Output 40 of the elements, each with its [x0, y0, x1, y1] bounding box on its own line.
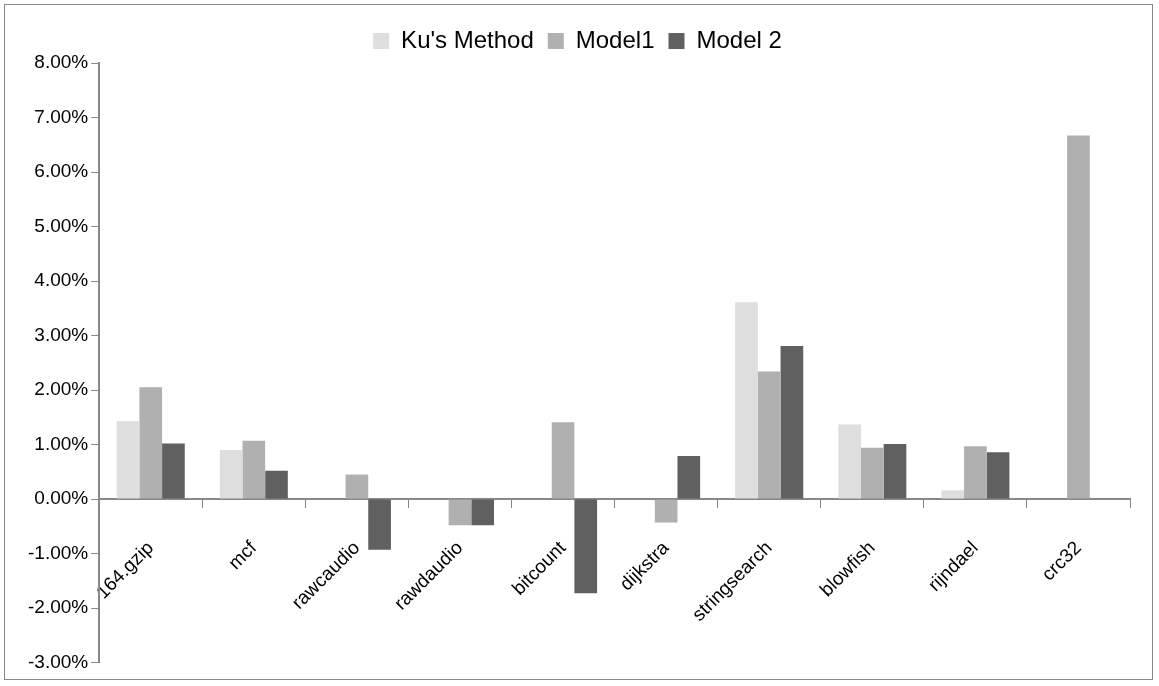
bar [986, 452, 1010, 499]
y-tick-label: 7.00% [34, 105, 89, 127]
bar [677, 456, 701, 499]
bar [757, 371, 781, 499]
y-tick-label: 3.00% [34, 323, 89, 345]
bar [1067, 135, 1090, 499]
bar [345, 474, 369, 499]
bar [735, 302, 758, 499]
bar [448, 499, 472, 526]
bar [860, 447, 884, 499]
legend-label: Model1 [575, 25, 655, 53]
bar [551, 422, 575, 499]
bar [242, 440, 266, 499]
legend-label: Ku's Method [401, 25, 534, 53]
y-tick-label: 5.00% [34, 214, 89, 236]
y-tick-label: -2.00% [28, 596, 89, 618]
x-tick-label: mcf [223, 536, 261, 574]
y-tick-label: 2.00% [34, 378, 89, 400]
bar [265, 470, 288, 499]
y-tick-label: 1.00% [34, 432, 89, 454]
bar [116, 421, 140, 499]
bar [368, 499, 391, 550]
bar [139, 387, 163, 499]
y-tick-label: 4.00% [34, 269, 89, 291]
y-tick-label: 6.00% [34, 160, 89, 182]
bar [883, 444, 907, 499]
bar [219, 450, 243, 499]
y-tick-label: 0.00% [34, 487, 89, 509]
bar [964, 446, 987, 499]
bar [780, 345, 804, 499]
bar [471, 499, 494, 526]
legend-label: Model 2 [696, 25, 782, 53]
bar [838, 424, 861, 499]
y-tick-label: -1.00% [28, 541, 89, 563]
bar [654, 499, 678, 523]
bar [574, 499, 598, 594]
bar [941, 490, 965, 499]
y-tick-label: -3.00% [28, 650, 89, 672]
y-tick-label: 8.00% [34, 51, 89, 73]
bar [162, 443, 185, 499]
